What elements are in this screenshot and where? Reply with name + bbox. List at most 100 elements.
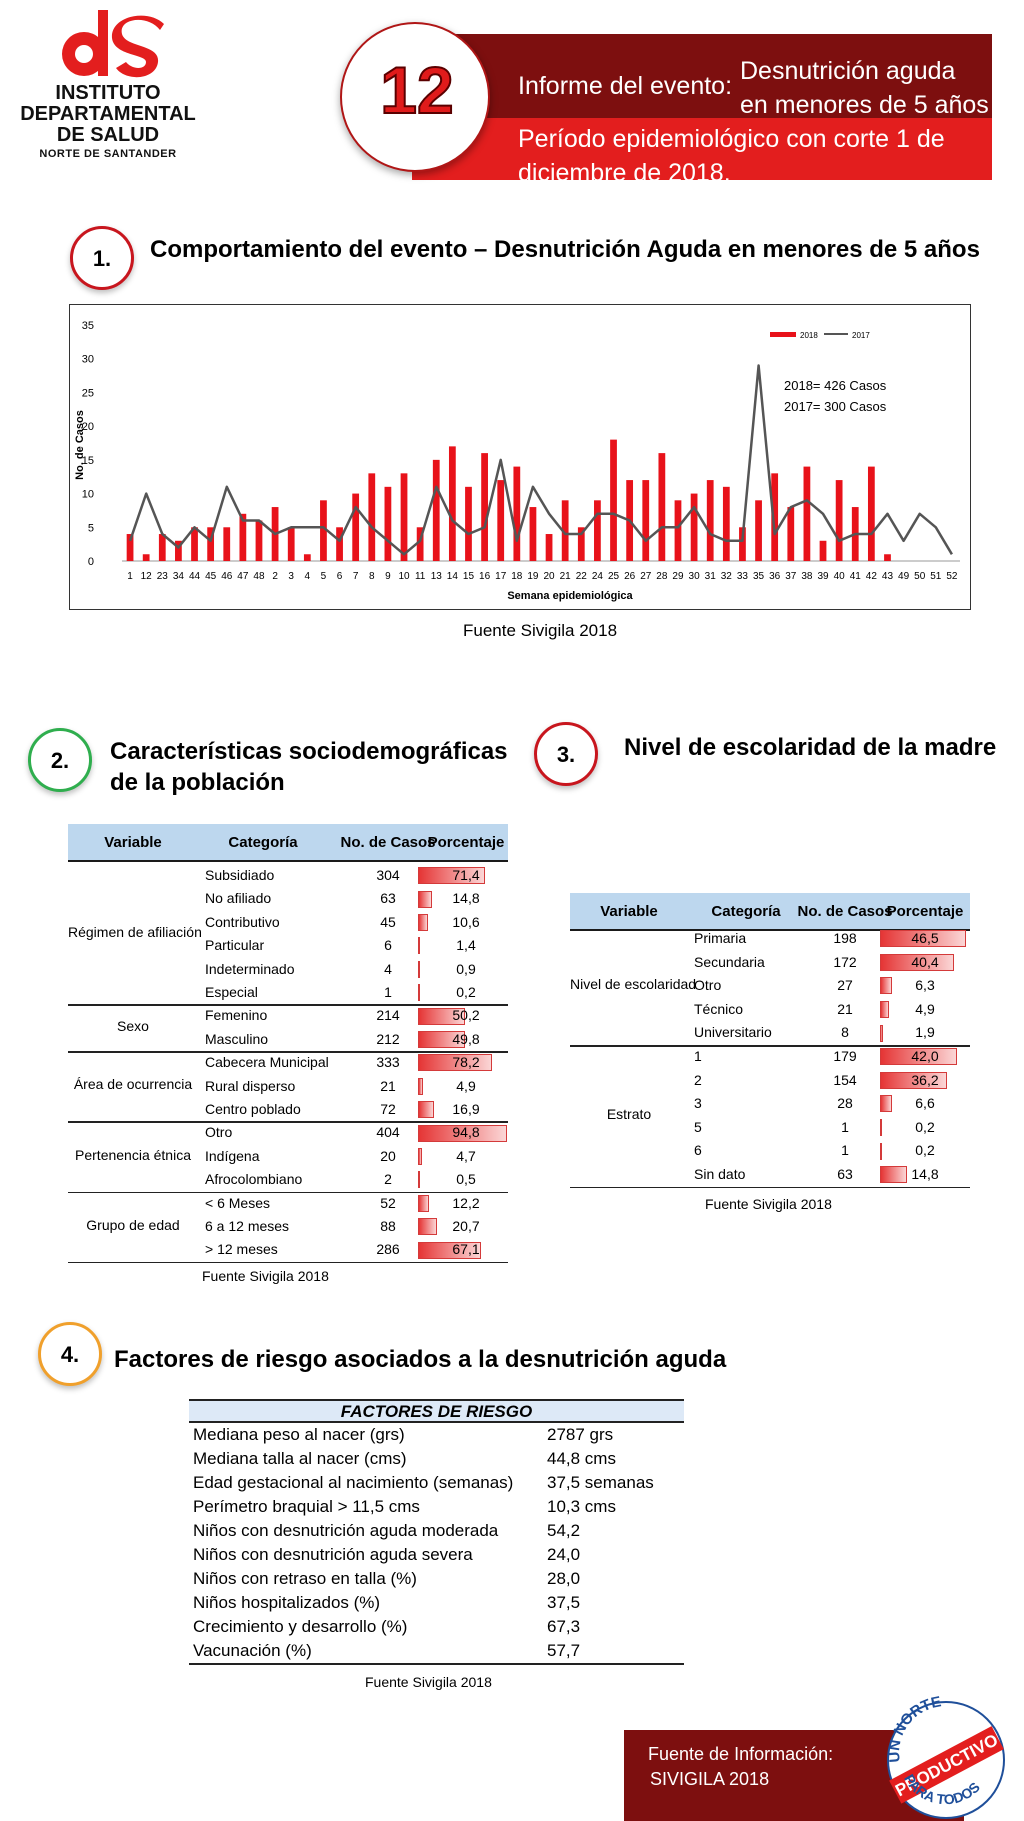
- y-tick-label: 15: [82, 455, 94, 467]
- x-tick-label: 52: [946, 571, 958, 582]
- legend-label-2018: 2018: [800, 331, 818, 340]
- x-tick-label: 28: [656, 571, 668, 582]
- risk-factor-label: Niños con desnutrición aguda moderada: [193, 1521, 499, 1540]
- bar-2018: [207, 527, 215, 561]
- percentage-bar: [418, 1007, 466, 1025]
- logo-text-line4: NORTE DE SANTANDER: [39, 148, 177, 160]
- percentage-cell: 6,6: [915, 1095, 935, 1112]
- institute-logo: INSTITUTO DEPARTAMENTAL DE SALUD NORTE D…: [8, 4, 208, 164]
- y-tick-label: 30: [82, 354, 94, 366]
- category-cell: Secundaria: [694, 953, 765, 970]
- category-cell: Afrocolombiano: [205, 1171, 303, 1188]
- risk-factor-value: 10,3 cms: [547, 1497, 616, 1516]
- category-cell: > 12 meses: [205, 1241, 278, 1258]
- percentage-cell: 4,7: [456, 1147, 476, 1164]
- risk-factor-value: 67,3: [547, 1617, 581, 1636]
- count-cell: 52: [380, 1194, 396, 1211]
- risk-factor-row: Niños con retraso en talla (%) 28,0: [189, 1567, 684, 1591]
- group-separator: [68, 1121, 508, 1123]
- x-tick-label: 36: [769, 571, 781, 582]
- table-row: Universitario 8 1,9: [570, 1021, 970, 1045]
- risk-factor-value: 54,2: [547, 1521, 581, 1540]
- percentage-cell: 36,2: [911, 1071, 939, 1088]
- table-row: Centro poblado 72 16,9: [68, 1098, 508, 1121]
- risk-factor-row: Mediana peso al nacer (grs) 2787 grs: [189, 1423, 684, 1447]
- bar-2018: [287, 527, 295, 561]
- table-row: No afiliado 63 14,8: [68, 887, 508, 910]
- x-tick-label: 2: [272, 571, 278, 582]
- table-header-cell: Porcentaje: [886, 903, 964, 920]
- schooling-table: Variable Categoría No. de Casos Porcentaje P…: [570, 893, 970, 1189]
- category-cell: Otro: [694, 977, 722, 994]
- x-tick-label: 42: [866, 571, 878, 582]
- table-row: 5 1 0,2: [570, 1116, 970, 1140]
- table-row: Contributivo 45 10,6: [68, 911, 508, 934]
- percentage-cell: 0,5: [456, 1171, 476, 1188]
- group-separator: [68, 1051, 508, 1053]
- percentage-cell: 94,8: [452, 1124, 480, 1141]
- count-cell: 212: [376, 1030, 400, 1047]
- bar-2018: [755, 500, 762, 561]
- count-cell: 172: [833, 953, 857, 970]
- category-cell: 1: [694, 1048, 702, 1064]
- group-separator: [68, 1261, 508, 1264]
- table-row: Sin dato 63 14,8: [570, 1163, 970, 1187]
- table-header-cell: Variable: [600, 903, 658, 920]
- percentage-bar: [418, 890, 432, 908]
- percentage-cell: 14,8: [452, 890, 480, 907]
- bar-2018: [787, 507, 795, 561]
- category-cell: Otro: [205, 1124, 233, 1141]
- x-tick-label: 37: [785, 571, 797, 582]
- percentage-cell: 40,4: [911, 953, 939, 970]
- count-cell: 2: [384, 1171, 392, 1188]
- legend-label-2017: 2017: [852, 331, 870, 340]
- percentage-cell: 16,9: [452, 1101, 480, 1117]
- bar-2018: [577, 527, 585, 561]
- category-cell: Masculino: [205, 1030, 269, 1047]
- percentage-cell: 49,8: [452, 1030, 480, 1047]
- category-cell: Femenino: [205, 1007, 268, 1024]
- category-cell: Indígena: [205, 1147, 260, 1164]
- x-tick-label: 1: [127, 571, 133, 582]
- percentage-bar: [880, 1166, 908, 1184]
- variable-label: Sexo: [117, 1017, 149, 1034]
- risk-factor-value: 37,5 semanas: [547, 1473, 654, 1492]
- risk-factor-value: 24,0: [547, 1545, 581, 1564]
- risk-factor-row: Niños con desnutrición aguda severa 24,0: [189, 1543, 684, 1567]
- x-tick-label: 40: [834, 571, 846, 582]
- category-cell: 2: [694, 1071, 702, 1088]
- x-tick-label: 46: [221, 571, 233, 582]
- x-tick-label: 29: [672, 571, 684, 582]
- percentage-bar: [880, 930, 966, 948]
- table-header-cell: No. de Casos: [797, 903, 893, 920]
- risk-factor-value: 44,8 cms: [547, 1449, 616, 1468]
- section1-number: 1.: [92, 246, 112, 271]
- percentage-bar: [880, 1024, 884, 1042]
- report-number-badge: 12: [340, 22, 490, 172]
- x-tick-label: 48: [253, 571, 265, 582]
- risk-factor-row: Crecimiento y desarrollo (%) 67,3: [189, 1615, 684, 1639]
- risk-factors-table: FACTORES DE RIESGO Mediana peso al nacer…: [189, 1399, 684, 1665]
- count-cell: 286: [376, 1241, 400, 1258]
- bar-2018: [352, 493, 360, 561]
- bar-2018: [722, 486, 730, 561]
- percentage-bar: [880, 953, 955, 971]
- bar-2018: [819, 540, 827, 561]
- percentage-cell: 0,2: [915, 1142, 935, 1159]
- x-tick-label: 34: [173, 571, 185, 582]
- group-separator: [68, 1191, 508, 1194]
- risk-factors-title: FACTORES DE RIESGO: [189, 1399, 684, 1423]
- line-2017: [128, 364, 953, 556]
- table-row: 6 a 12 meses 88 20,7: [68, 1215, 508, 1238]
- bar-2018: [739, 527, 746, 561]
- count-cell: 4: [384, 960, 392, 977]
- risk-factor-value: 28,0: [547, 1569, 581, 1588]
- legend-swatch-2018: [770, 332, 796, 337]
- table-row: Afrocolombiano 2 0,5: [68, 1168, 508, 1191]
- category-cell: 6 a 12 meses: [205, 1218, 290, 1234]
- table-row: 6 1 0,2: [570, 1139, 970, 1163]
- category-cell: Indeterminado: [205, 960, 295, 977]
- x-tick-label: 44: [189, 571, 201, 582]
- table-row: Especial 1 0,2: [68, 981, 508, 1004]
